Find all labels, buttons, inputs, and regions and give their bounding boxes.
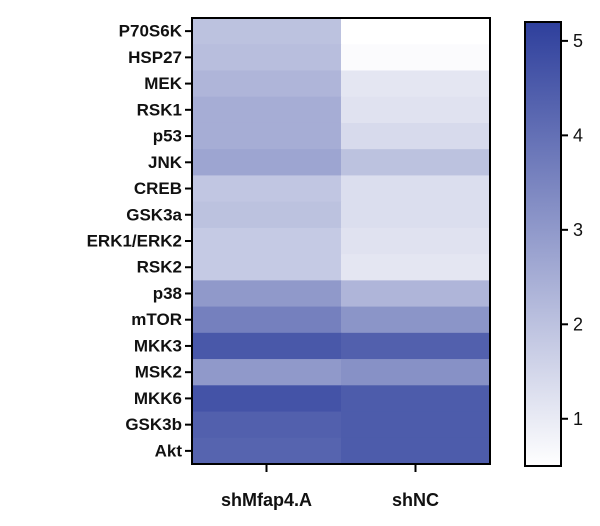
heatmap-cell [192,280,342,308]
row-label: Akt [155,441,183,460]
colorbar-tick-label: 2 [573,314,583,334]
row-label: CREB [134,179,182,198]
row-label: MKK3 [134,336,182,355]
row-label: HSP27 [128,48,182,67]
heatmap-cell [341,44,491,71]
heatmap-cell [341,201,491,229]
colorbar-tick-label: 3 [573,220,583,240]
heatmap-cell [341,227,491,255]
heatmap-cell [192,306,342,334]
heatmap-cell [341,437,491,465]
row-label: P70S6K [119,22,183,41]
row-label: p38 [153,284,182,303]
heatmap-cell [341,359,491,386]
heatmap-cell [341,332,491,360]
heatmap-cell [192,149,342,176]
row-label: MSK2 [135,363,182,382]
heatmap-cell [192,44,342,71]
heatmap-cell [192,70,342,98]
row-label: GSK3a [126,205,182,224]
row-label: JNK [148,153,183,172]
heatmap-cell [192,359,342,386]
colorbar [524,21,562,467]
heatmap-cell [341,306,491,334]
heatmap-cell [341,18,491,45]
heatmap-cell [192,122,342,150]
column-label: shMfap4.A [221,490,312,510]
heatmap-cell [192,96,342,124]
heatmap-cell [192,175,342,203]
heatmap-cell [341,70,491,98]
heatmap-cell [192,201,342,229]
heatmap-cell [341,149,491,176]
heatmap-cell [192,385,342,413]
heatmap-cell [341,254,491,281]
colorbar-tick-label: 4 [573,125,583,145]
heatmap-cell [341,175,491,203]
heatmap-cell [341,385,491,413]
heatmap-cell [341,411,491,439]
heatmap-cell [341,122,491,150]
row-label: MEK [144,74,183,93]
heatmap-cell [192,411,342,439]
row-label: mTOR [131,310,182,329]
heatmap-cell [192,227,342,255]
heatmap-cell [341,280,491,308]
colorbar-tick-label: 5 [573,31,583,51]
row-label: p53 [153,127,182,146]
row-label: RSK2 [137,258,182,277]
colorbar-tick-label: 1 [573,409,583,429]
heatmap-cell [192,437,342,465]
row-label: ERK1/ERK2 [87,232,182,251]
row-label: RSK1 [137,100,182,119]
heatmap-cell [192,332,342,360]
row-label: MKK6 [134,389,182,408]
row-label: GSK3b [125,415,182,434]
column-label: shNC [392,490,439,510]
heatmap-cell [192,254,342,281]
heatmap-cell [341,96,491,124]
heatmap-cell [192,18,342,45]
